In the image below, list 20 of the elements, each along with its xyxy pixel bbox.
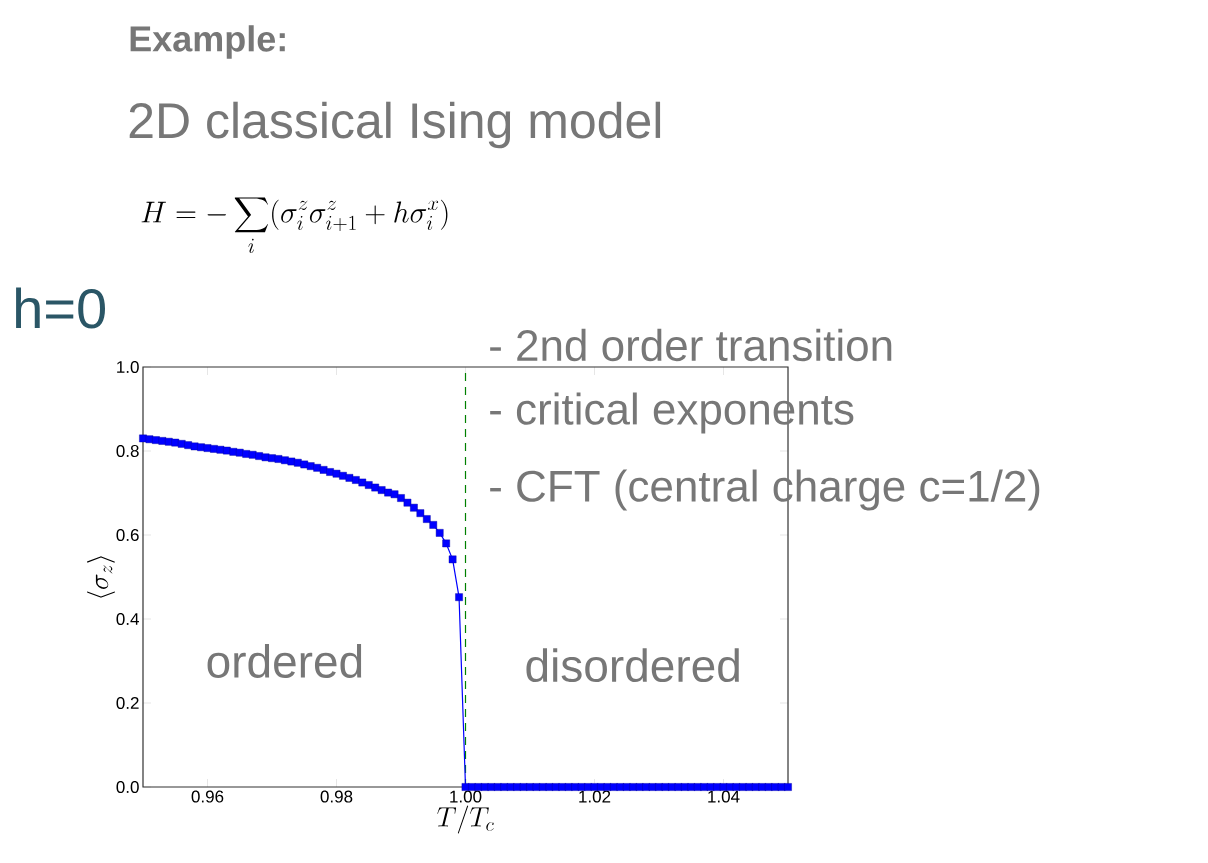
x-tick-label: 1.02 [579,790,611,803]
text: $H = -\sum_i(\sigma_i^z\sigma_{i+1}^z + h\sigma_i^x)$ [141,197,448,253]
x-tick-label: 1.04 [708,790,740,803]
x-tick-label: 1.00 [450,790,482,803]
y-tick-label: 1.0 [117,360,139,374]
y-tick-label: 0.4 [116,612,139,626]
text: h=0 [16,287,106,329]
chart-subtitle: 2D classical Ising model [129,101,661,149]
chart-title: Example: [130,25,285,59]
y-tick-label: 0.2 [116,696,139,710]
annotation: disordered [526,648,739,683]
y-tick-label: 0.8 [116,444,139,458]
x-tick-label: 0.96 [191,790,224,803]
annotation: ordered [207,644,362,678]
text: - 2nd order transition [490,328,892,362]
y-tick-label: 0.0 [116,780,139,794]
x-tick-label: 0.98 [320,790,353,803]
y-axis-title: $\langle \sigma_z \rangle$ [86,556,115,598]
y-tick-label: 0.6 [116,528,139,542]
x-axis-title: $T/T_c$ [437,805,494,834]
